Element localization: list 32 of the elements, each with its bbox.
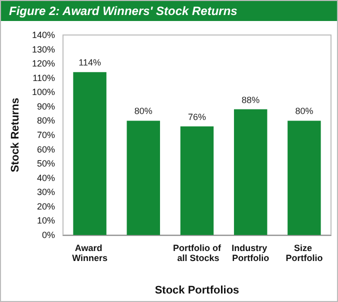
y-tick-label: 20% <box>36 201 55 212</box>
bar <box>234 109 268 235</box>
y-tick-label: 120% <box>32 58 55 69</box>
y-tick-label: 60% <box>36 144 55 154</box>
data-label: 76% <box>188 112 206 122</box>
y-tick-label: 10% <box>36 216 55 226</box>
bar <box>126 120 160 235</box>
data-label: 114% <box>78 58 101 68</box>
y-tick-label: 100% <box>32 87 55 98</box>
bar <box>288 120 321 235</box>
data-label: 80% <box>134 106 152 116</box>
x-tick-label: Award Winners <box>72 243 108 263</box>
y-tick-label: 140% <box>32 30 55 40</box>
y-tick-label: 0% <box>42 230 55 240</box>
bar <box>180 126 214 235</box>
y-tick-label: 50% <box>36 158 55 169</box>
y-tick-label: 70% <box>36 130 55 140</box>
data-label: 88% <box>242 94 260 105</box>
data-label: 80% <box>295 106 314 116</box>
x-axis-title: Stock Portfolios <box>154 284 240 296</box>
x-tick-label: Portfolio of all Stocks <box>173 243 222 263</box>
y-tick-label: 90% <box>36 101 55 112</box>
y-tick-label: 40% <box>36 172 55 183</box>
chart-title: Figure 2: Award Winners' Stock Returns <box>1 1 337 21</box>
y-tick-label: 30% <box>36 187 55 198</box>
bar <box>73 72 106 235</box>
x-tick-label: Size Portfolio <box>286 243 324 263</box>
y-axis-title: Stock Returns <box>10 98 22 172</box>
y-tick-label: 130% <box>32 44 55 54</box>
y-tick-label: 110% <box>32 72 55 83</box>
x-tick-label: Industry Portfolio <box>232 243 270 263</box>
y-tick-label: 80% <box>36 116 55 126</box>
